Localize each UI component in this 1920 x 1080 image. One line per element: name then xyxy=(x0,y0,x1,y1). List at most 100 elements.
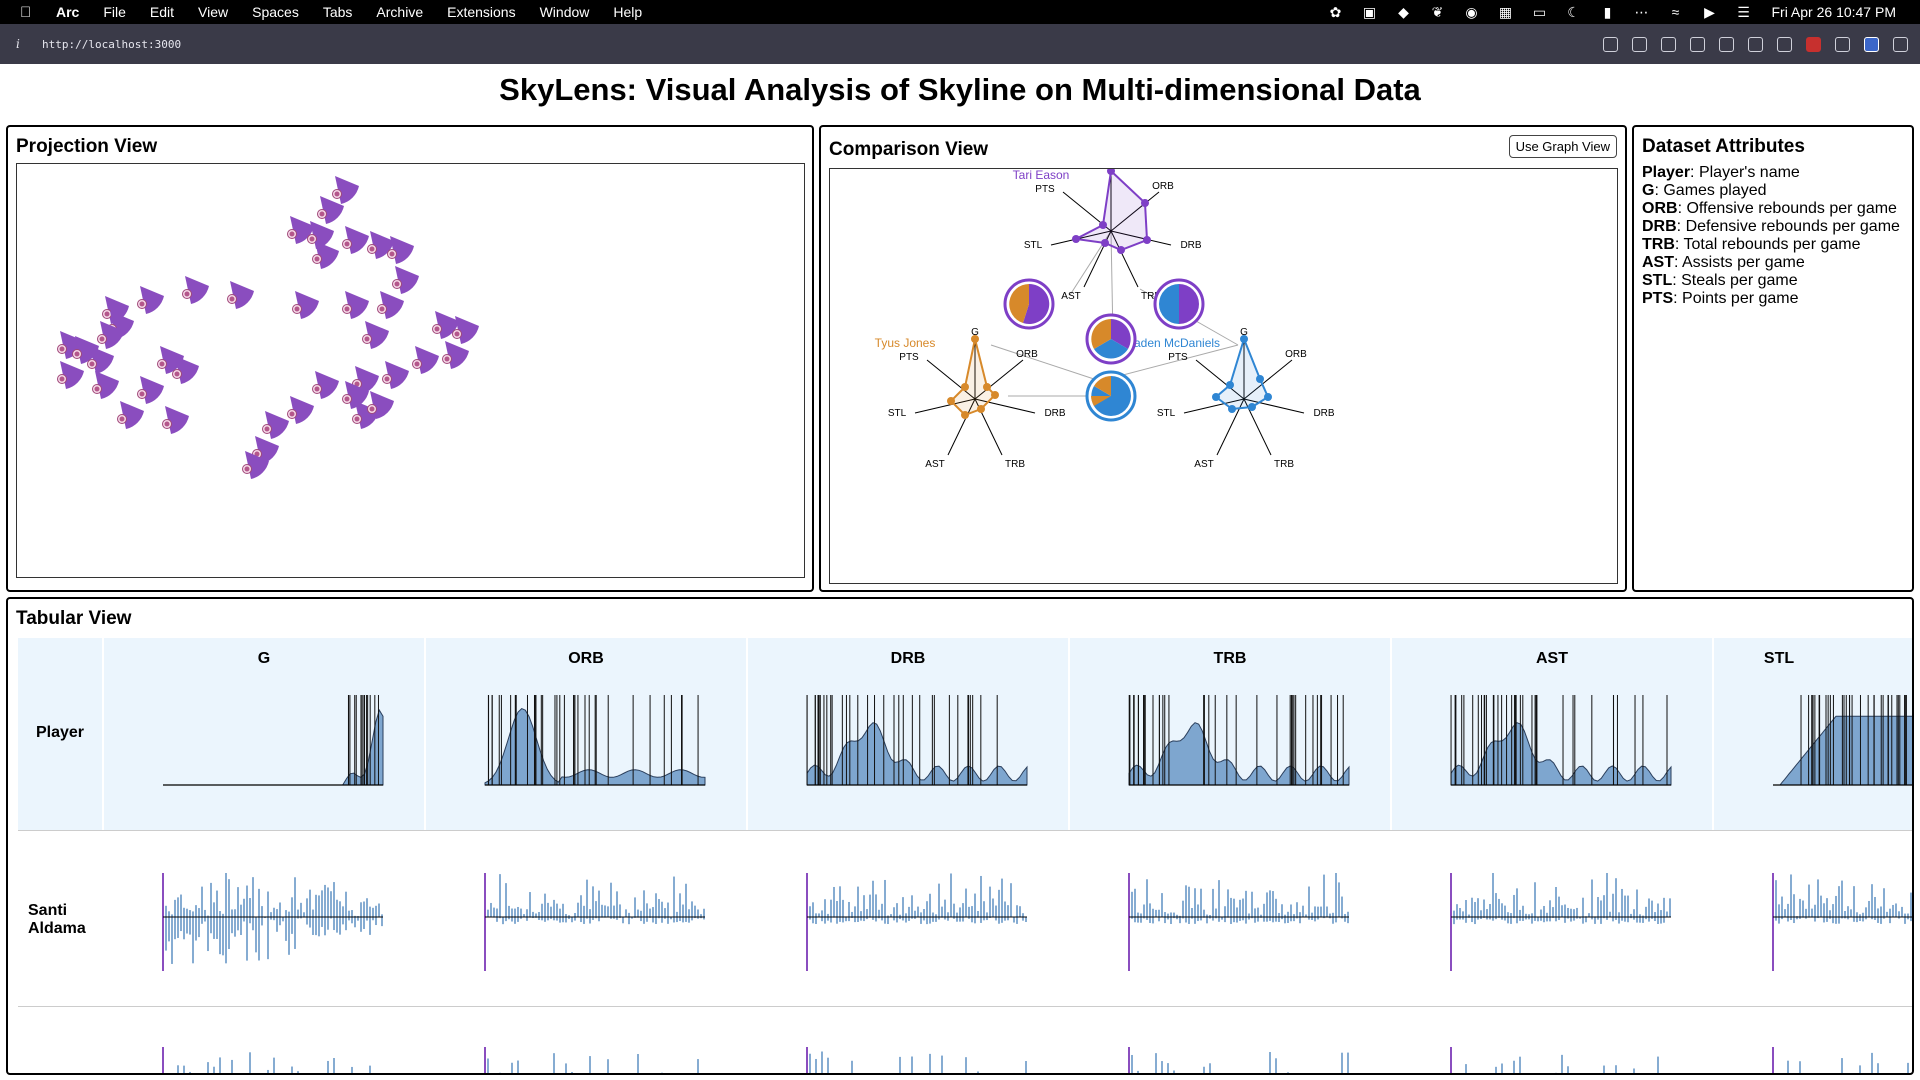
projection-glyph[interactable] xyxy=(367,391,395,419)
radar-point[interactable] xyxy=(991,391,999,399)
projection-glyph[interactable] xyxy=(242,451,270,479)
radar-point[interactable] xyxy=(1228,405,1236,413)
comparison-pie-eason-jones[interactable] xyxy=(1003,278,1055,330)
diamond-icon[interactable]: ◆ xyxy=(1398,3,1409,20)
projection-glyph[interactable] xyxy=(262,411,290,439)
radar-point[interactable] xyxy=(1256,375,1264,383)
radar-point[interactable] xyxy=(1240,335,1248,343)
info-icon[interactable]: i xyxy=(16,37,20,51)
projection-glyph[interactable] xyxy=(162,406,190,434)
projection-glyph[interactable] xyxy=(387,236,415,264)
keyboard-icon[interactable]: ▦ xyxy=(1498,3,1513,20)
projection-glyph[interactable] xyxy=(342,226,370,254)
projection-glyph[interactable] xyxy=(292,291,320,319)
menu-tabs[interactable]: Tabs xyxy=(322,4,353,20)
column-header-trb[interactable]: TRB xyxy=(1070,638,1390,830)
column-header-g[interactable]: G xyxy=(104,638,424,830)
player-column-header[interactable]: Player xyxy=(18,638,102,830)
projection-glyph[interactable] xyxy=(312,241,340,269)
projection-glyph[interactable] xyxy=(57,361,85,389)
camera-icon[interactable] xyxy=(1661,36,1676,52)
grammarly-icon[interactable]: ◉ xyxy=(1465,3,1478,20)
projection-glyph[interactable] xyxy=(312,371,340,399)
sidebar-icon[interactable] xyxy=(1893,36,1908,52)
radar-point[interactable] xyxy=(1107,169,1115,175)
column-header-orb[interactable]: ORB xyxy=(426,638,746,830)
script-icon[interactable] xyxy=(1835,36,1850,52)
player-name-tyus-jones[interactable]: Tyus Jones xyxy=(875,336,936,350)
radar-point[interactable] xyxy=(1117,246,1125,254)
projection-glyph[interactable] xyxy=(342,381,370,409)
radar-point[interactable] xyxy=(961,411,969,419)
comparison-pie-jones-mcdaniels[interactable] xyxy=(1085,370,1137,422)
projection-glyph[interactable] xyxy=(442,341,470,369)
wifi-icon[interactable]: ≈ xyxy=(1671,4,1680,20)
projection-plot-area[interactable] xyxy=(16,163,805,578)
radar-point[interactable] xyxy=(947,397,955,405)
projection-glyph[interactable] xyxy=(117,401,145,429)
radar-point[interactable] xyxy=(1101,239,1109,247)
feather-icon[interactable]: ❦ xyxy=(1431,3,1444,20)
menu-archive[interactable]: Archive xyxy=(376,4,424,20)
projection-glyph[interactable] xyxy=(332,176,360,204)
radar-point[interactable] xyxy=(1226,381,1234,389)
projection-glyph[interactable] xyxy=(342,291,370,319)
projection-glyph[interactable] xyxy=(252,436,280,464)
projection-glyph[interactable] xyxy=(87,346,115,374)
projection-glyph[interactable] xyxy=(137,376,165,404)
display-icon[interactable]: ▭ xyxy=(1532,3,1547,20)
clock[interactable]: Fri Apr 26 10:47 PM xyxy=(1771,4,1896,20)
paw-icon[interactable]: ✿ xyxy=(1329,3,1342,20)
projection-glyph[interactable] xyxy=(317,196,345,224)
projection-glyph[interactable] xyxy=(362,321,390,349)
apple-icon[interactable]:  xyxy=(20,4,42,21)
radar-point[interactable] xyxy=(983,383,991,391)
ublock-icon[interactable] xyxy=(1806,36,1821,52)
radar-point[interactable] xyxy=(1264,393,1272,401)
player-name-tari-eason[interactable]: Tari Eason xyxy=(1013,169,1070,182)
column-header-drb[interactable]: DRB xyxy=(748,638,1068,830)
comparison-pie-eason-mcdaniels[interactable] xyxy=(1153,278,1205,330)
radar-point[interactable] xyxy=(1141,199,1149,207)
crosshair-icon[interactable] xyxy=(1748,36,1763,52)
projection-glyph[interactable] xyxy=(182,276,210,304)
link-icon[interactable] xyxy=(1603,36,1618,52)
extension-icon[interactable] xyxy=(1777,36,1792,52)
radar-point[interactable] xyxy=(1099,221,1107,229)
projection-glyph[interactable] xyxy=(452,316,480,344)
use-graph-view-button[interactable]: Use Graph View xyxy=(1508,135,1617,158)
url-field[interactable]: http://localhost:3000 xyxy=(42,37,182,51)
globe-icon[interactable] xyxy=(1719,36,1734,52)
radar-point[interactable] xyxy=(977,405,985,413)
projection-glyph[interactable] xyxy=(382,361,410,389)
projection-glyph[interactable] xyxy=(227,281,255,309)
projection-glyph[interactable] xyxy=(377,291,405,319)
radar-point[interactable] xyxy=(1143,236,1151,244)
projection-glyph[interactable] xyxy=(92,371,120,399)
comparison-pie-all[interactable] xyxy=(1085,313,1137,365)
projection-glyph[interactable] xyxy=(137,286,165,314)
projection-plot[interactable] xyxy=(17,164,805,578)
terminal-icon[interactable] xyxy=(1690,36,1705,52)
moon-icon[interactable]: ☾ xyxy=(1567,3,1580,20)
radar-point[interactable] xyxy=(1248,403,1256,411)
menu-help[interactable]: Help xyxy=(613,4,643,20)
menu-file[interactable]: File xyxy=(103,4,126,20)
projection-glyph[interactable] xyxy=(412,346,440,374)
menu-app-name[interactable]: Arc xyxy=(56,4,80,20)
control-center-icon[interactable]: ☰ xyxy=(1737,3,1750,20)
menu-edit[interactable]: Edit xyxy=(149,4,175,20)
radar-point[interactable] xyxy=(961,383,969,391)
projection-glyph[interactable] xyxy=(172,356,200,384)
projection-glyph[interactable] xyxy=(287,396,315,424)
shield-icon[interactable] xyxy=(1864,36,1879,52)
radar-point[interactable] xyxy=(1212,393,1220,401)
projection-glyph[interactable] xyxy=(392,266,420,294)
row-label-santi-aldama[interactable]: Santi Aldama xyxy=(28,902,86,937)
play-icon[interactable]: ▶ xyxy=(1704,3,1715,20)
menu-view[interactable]: View xyxy=(198,4,229,20)
menu-extensions[interactable]: Extensions xyxy=(447,4,516,20)
player-name-jaden-mcdaniels[interactable]: Jaden McDaniels xyxy=(1128,336,1220,350)
column-header-stl[interactable]: STL xyxy=(1714,638,1912,830)
menu-spaces[interactable]: Spaces xyxy=(252,4,299,20)
